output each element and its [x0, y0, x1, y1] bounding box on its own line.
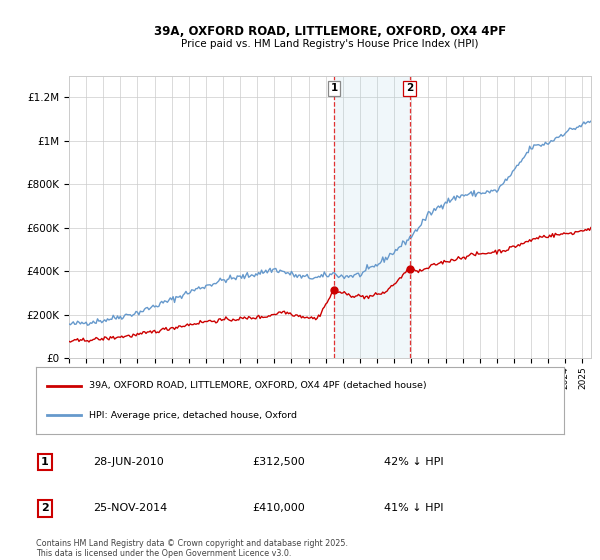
Text: £312,500: £312,500	[252, 457, 305, 467]
Text: 1: 1	[331, 83, 338, 94]
Text: 41% ↓ HPI: 41% ↓ HPI	[384, 503, 443, 513]
Text: 39A, OXFORD ROAD, LITTLEMORE, OXFORD, OX4 4PF: 39A, OXFORD ROAD, LITTLEMORE, OXFORD, OX…	[154, 25, 506, 38]
Bar	[334, 76, 410, 358]
Text: 2: 2	[41, 503, 49, 513]
Text: £410,000: £410,000	[252, 503, 305, 513]
Text: 1: 1	[41, 457, 49, 467]
Text: 28-JUN-2010: 28-JUN-2010	[93, 457, 164, 467]
Text: 2: 2	[406, 83, 413, 94]
Text: 25-NOV-2014: 25-NOV-2014	[93, 503, 167, 513]
Text: 39A, OXFORD ROAD, LITTLEMORE, OXFORD, OX4 4PF (detached house): 39A, OXFORD ROAD, LITTLEMORE, OXFORD, OX…	[89, 381, 427, 390]
Text: HPI: Average price, detached house, Oxford: HPI: Average price, detached house, Oxfo…	[89, 410, 297, 419]
Text: Price paid vs. HM Land Registry's House Price Index (HPI): Price paid vs. HM Land Registry's House …	[181, 39, 479, 49]
Text: Contains HM Land Registry data © Crown copyright and database right 2025.
This d: Contains HM Land Registry data © Crown c…	[36, 539, 348, 558]
Text: 42% ↓ HPI: 42% ↓ HPI	[384, 457, 443, 467]
